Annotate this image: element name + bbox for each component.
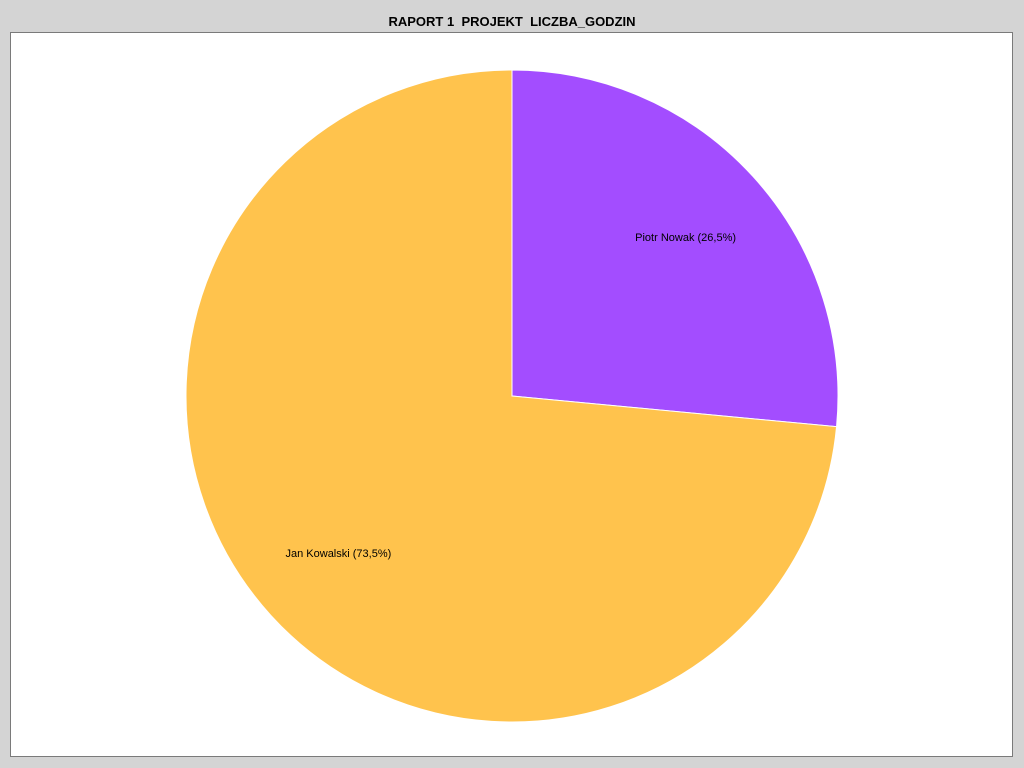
pie-slice-piotr-nowak — [511, 69, 839, 428]
pie-chart: Piotr Nowak (26,5%) Jan Kowalski (73,5%) — [185, 69, 839, 723]
pie-slice-jan-kowalski — [185, 69, 838, 723]
pie-slices — [185, 69, 839, 723]
slice-label-jan-kowalski: Jan Kowalski (73,5%) — [286, 548, 392, 560]
slice-label-piotr-nowak: Piotr Nowak (26,5%) — [635, 232, 736, 244]
plot-area: Piotr Nowak (26,5%) Jan Kowalski (73,5%) — [10, 32, 1013, 757]
chart-title: RAPORT 1 PROJEKT LICZBA_GODZIN — [388, 14, 636, 29]
pie-labels: Piotr Nowak (26,5%) Jan Kowalski (73,5%) — [286, 232, 737, 560]
